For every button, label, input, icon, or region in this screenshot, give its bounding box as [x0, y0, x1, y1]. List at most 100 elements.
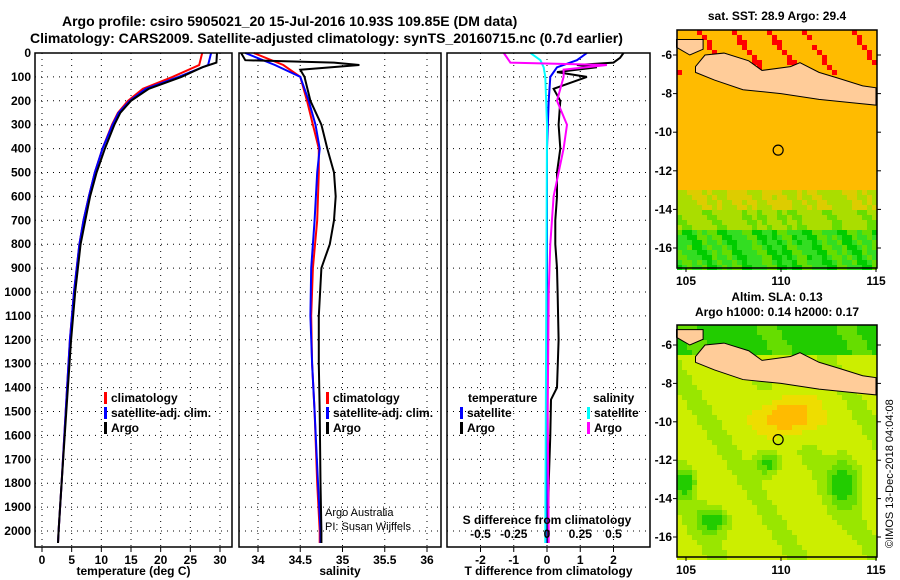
- map-cell: [767, 515, 772, 520]
- map-cell: [797, 170, 802, 175]
- map-cell: [772, 465, 777, 470]
- map-cell: [812, 340, 817, 345]
- map-cell: [827, 220, 832, 225]
- map-cell: [807, 45, 812, 50]
- map-cell: [687, 545, 692, 550]
- map-cell: [692, 375, 697, 380]
- map-cell: [802, 185, 807, 190]
- map-cell: [852, 515, 857, 520]
- map-cell: [677, 60, 682, 65]
- map-cell: [692, 495, 697, 500]
- map-cell: [762, 415, 767, 420]
- map-cell: [832, 530, 837, 535]
- map-cell: [742, 125, 747, 130]
- map-cell: [857, 325, 862, 330]
- map-cell: [797, 345, 802, 350]
- map-cell: [802, 490, 807, 495]
- map-cell: [802, 510, 807, 515]
- map-cell: [792, 535, 797, 540]
- map-cell: [677, 340, 682, 345]
- map-cell: [737, 175, 742, 180]
- map-cell: [852, 140, 857, 145]
- map-cell: [837, 110, 842, 115]
- map-cell: [687, 175, 692, 180]
- java-land: [695, 342, 877, 396]
- series-line-satellite-adj-clim-: [244, 52, 322, 543]
- map-cell: [837, 460, 842, 465]
- title-line-2: Climatology: CARS2009. Satellite-adjuste…: [30, 30, 623, 46]
- map-cell: [717, 90, 722, 95]
- map-cell: [712, 205, 717, 210]
- map-cell: [847, 510, 852, 515]
- map-cell: [872, 500, 877, 505]
- map-cell: [857, 345, 862, 350]
- map-cell: [697, 215, 702, 220]
- map-cell: [712, 435, 717, 440]
- map-cell: [852, 180, 857, 185]
- map-cell: [852, 30, 857, 35]
- map-cell: [752, 460, 757, 465]
- map-cell: [757, 155, 762, 160]
- map-cell: [867, 450, 872, 455]
- map-cell: [777, 350, 782, 355]
- map-cell: [712, 465, 717, 470]
- map-cell: [722, 415, 727, 420]
- map-cell: [857, 210, 862, 215]
- map-cell: [742, 205, 747, 210]
- map-cell: [747, 245, 752, 250]
- map-cell: [852, 440, 857, 445]
- map-cell: [752, 390, 757, 395]
- map-cell: [687, 185, 692, 190]
- map-cell: [847, 40, 852, 45]
- map-cell: [697, 505, 702, 510]
- map-cell: [757, 380, 762, 385]
- map-cell: [792, 150, 797, 155]
- map-cell: [787, 505, 792, 510]
- map-cell: [777, 330, 782, 335]
- map-cell: [862, 40, 867, 45]
- map-cell: [842, 515, 847, 520]
- map-cell: [697, 545, 702, 550]
- map-cell: [762, 100, 767, 105]
- map-cell: [832, 455, 837, 460]
- map-cell: [832, 435, 837, 440]
- map-cell: [767, 475, 772, 480]
- map-cell: [717, 395, 722, 400]
- map-cell: [707, 490, 712, 495]
- map-cell: [747, 445, 752, 450]
- map-cell: [682, 100, 687, 105]
- map-cell: [852, 120, 857, 125]
- map-cell: [857, 515, 862, 520]
- map-cell: [737, 325, 742, 330]
- map-cell: [742, 100, 747, 105]
- map-cell: [812, 170, 817, 175]
- depth-tick-label: 1000: [4, 285, 31, 299]
- map-cell: [872, 450, 877, 455]
- map-cell: [767, 195, 772, 200]
- map-cell: [762, 500, 767, 505]
- map-cell: [827, 190, 832, 195]
- map-cell: [777, 30, 782, 35]
- map-cell: [837, 510, 842, 515]
- map-cell: [837, 195, 842, 200]
- map-cell: [872, 245, 877, 250]
- map-cell: [797, 385, 802, 390]
- map-cell: [857, 530, 862, 535]
- map-cell: [807, 135, 812, 140]
- map-cell: [722, 120, 727, 125]
- map-cell: [687, 500, 692, 505]
- map-cell: [737, 440, 742, 445]
- map-cell: [682, 510, 687, 515]
- map-cell: [697, 55, 702, 60]
- map-cell: [872, 515, 877, 520]
- map-cell: [687, 480, 692, 485]
- map-cell: [747, 500, 752, 505]
- series-line-argo: [57, 52, 218, 544]
- map-cell: [777, 385, 782, 390]
- map-cell: [862, 130, 867, 135]
- map-cell: [742, 135, 747, 140]
- map-cell: [837, 340, 842, 345]
- map-cell: [832, 185, 837, 190]
- map-cell: [772, 400, 777, 405]
- map-cell: [677, 440, 682, 445]
